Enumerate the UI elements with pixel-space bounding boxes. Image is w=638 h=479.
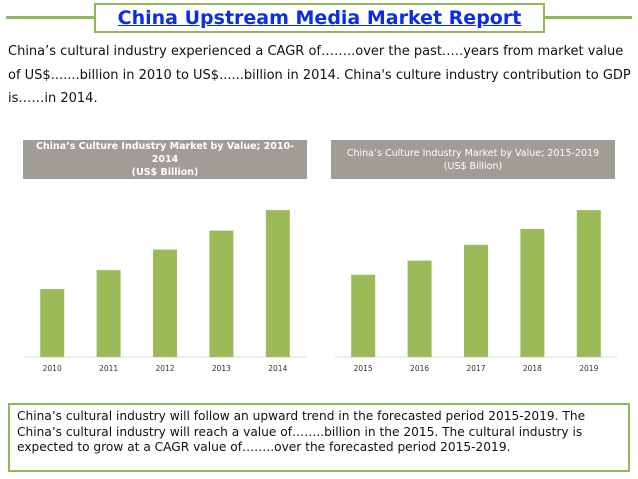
chart-title-line: (US$ Billion) bbox=[131, 167, 199, 178]
bar-2012 bbox=[153, 249, 177, 357]
chart-svg: 2015 2016 2017 2018 2019 bbox=[335, 210, 617, 373]
x-tick-label: 2014 bbox=[268, 364, 287, 373]
header-rule-left bbox=[6, 16, 94, 19]
summary-text: China’s cultural industry will follow an… bbox=[17, 409, 586, 454]
intro-paragraph: China’s cultural industry experienced a … bbox=[8, 44, 631, 106]
header-rule-right bbox=[545, 16, 632, 19]
chart-title-line: (US$ Billion) bbox=[443, 160, 503, 172]
bar-2017 bbox=[464, 244, 488, 357]
x-tick-label: 2010 bbox=[43, 364, 62, 373]
chart-header-2015-2019: China’s Culture Industry Market by Value… bbox=[331, 140, 615, 179]
chart-title-line: China’s Culture Industry Market by Value… bbox=[346, 147, 600, 159]
summary-box: China’s cultural industry will follow an… bbox=[8, 403, 630, 472]
x-tick-label: 2013 bbox=[212, 364, 231, 373]
chart-header-2010-2014: China’s Culture Industry Market by Value… bbox=[23, 140, 307, 179]
x-tick-label: 2019 bbox=[579, 364, 598, 373]
bar-2018 bbox=[520, 229, 545, 357]
bar-2016 bbox=[407, 260, 432, 357]
bar-2011 bbox=[96, 270, 121, 357]
chart-title-line: China’s Culture Industry Market by Value… bbox=[35, 141, 295, 165]
x-tick-label: 2011 bbox=[99, 364, 118, 373]
bar-chart-2015-2019: 2015 2016 2017 2018 2019 bbox=[331, 193, 621, 378]
x-tick-label: 2012 bbox=[155, 364, 174, 373]
bar-2015 bbox=[351, 274, 376, 357]
chart-svg: 2010 2011 2012 2013 2014 bbox=[24, 210, 306, 373]
bar-chart-2010-2014: 2010 2011 2012 2013 2014 bbox=[20, 193, 310, 378]
bar-2014 bbox=[265, 210, 290, 357]
x-tick-label: 2017 bbox=[466, 364, 485, 373]
bar-2019 bbox=[576, 210, 601, 357]
bar-2013 bbox=[209, 230, 234, 357]
bar-2010 bbox=[40, 289, 65, 357]
x-tick-label: 2018 bbox=[523, 364, 542, 373]
x-tick-label: 2016 bbox=[410, 364, 429, 373]
page-title: China Upstream Media Market Report bbox=[117, 7, 522, 29]
title-box: China Upstream Media Market Report bbox=[94, 3, 545, 33]
x-tick-label: 2015 bbox=[354, 364, 373, 373]
